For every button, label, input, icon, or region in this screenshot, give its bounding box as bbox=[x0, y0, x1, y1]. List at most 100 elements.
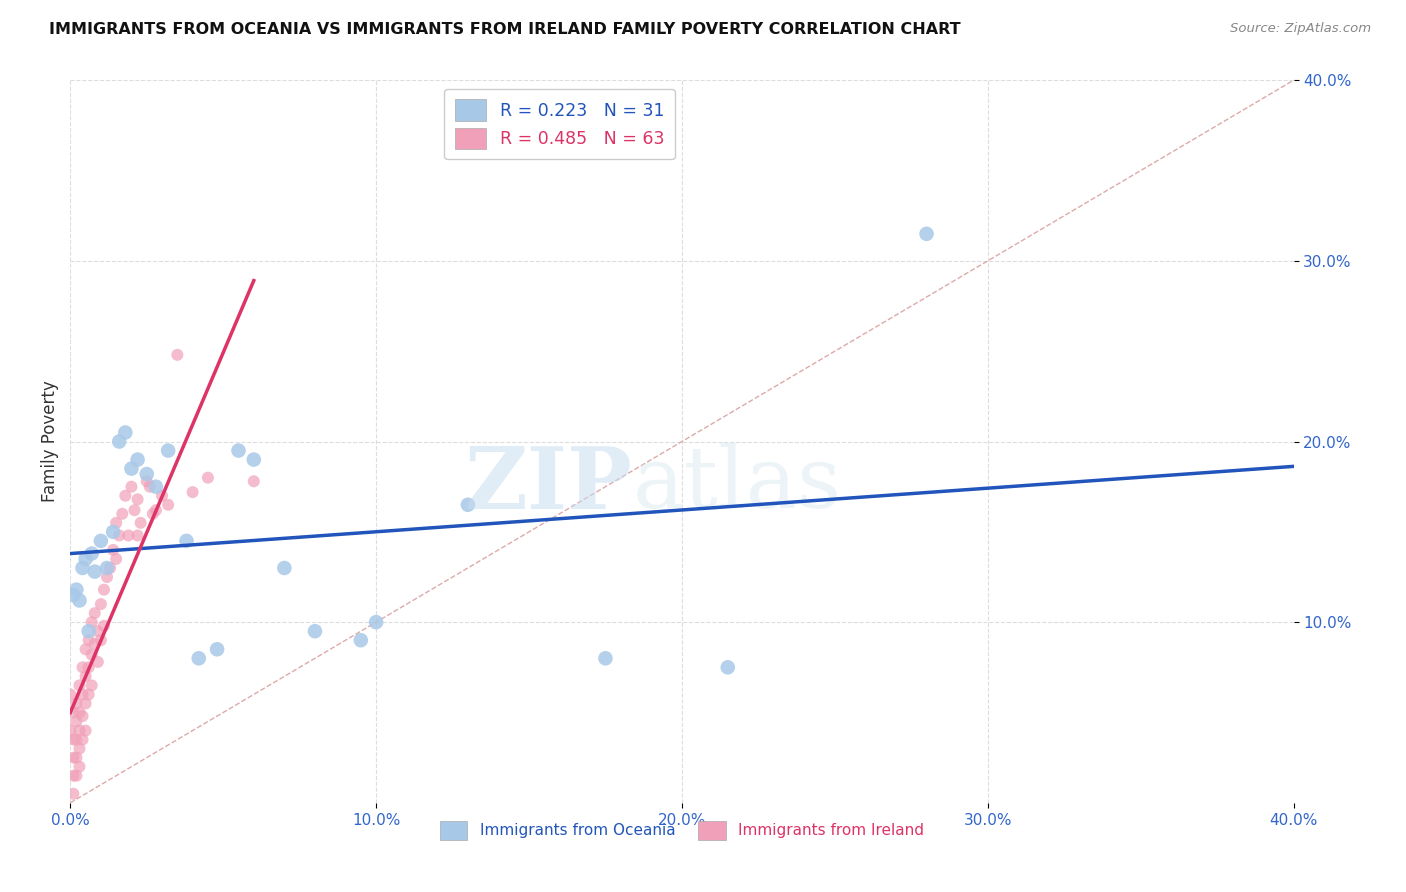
Text: ZIP: ZIP bbox=[465, 443, 633, 527]
Text: Source: ZipAtlas.com: Source: ZipAtlas.com bbox=[1230, 22, 1371, 36]
Point bbox=[62, 706, 84, 720]
Point bbox=[157, 498, 180, 512]
Y-axis label: Family Poverty: Family Poverty bbox=[41, 381, 59, 502]
Point bbox=[69, 760, 91, 774]
Point bbox=[98, 561, 121, 575]
Point bbox=[72, 561, 94, 575]
Point bbox=[717, 660, 740, 674]
Point bbox=[187, 651, 209, 665]
Point bbox=[304, 624, 326, 639]
Point bbox=[176, 533, 198, 548]
Point bbox=[111, 507, 134, 521]
Point bbox=[72, 687, 94, 701]
Point bbox=[62, 787, 84, 801]
Point bbox=[72, 660, 94, 674]
Point bbox=[77, 624, 100, 639]
Point bbox=[65, 582, 87, 597]
Point bbox=[135, 475, 157, 489]
Point bbox=[90, 533, 112, 548]
Point bbox=[166, 348, 188, 362]
Point bbox=[142, 507, 165, 521]
Point bbox=[83, 606, 105, 620]
Point bbox=[77, 660, 100, 674]
Point bbox=[117, 528, 139, 542]
Point bbox=[93, 582, 115, 597]
Point bbox=[105, 516, 128, 530]
Point bbox=[77, 687, 100, 701]
Point bbox=[80, 648, 103, 662]
Point bbox=[96, 561, 118, 575]
Point bbox=[127, 452, 149, 467]
Point bbox=[75, 697, 97, 711]
Point bbox=[105, 552, 128, 566]
Point bbox=[90, 633, 112, 648]
Legend: Immigrants from Oceania, Immigrants from Ireland: Immigrants from Oceania, Immigrants from… bbox=[434, 815, 929, 846]
Point bbox=[108, 434, 131, 449]
Point bbox=[129, 516, 152, 530]
Point bbox=[62, 750, 84, 764]
Point bbox=[127, 528, 149, 542]
Point bbox=[93, 619, 115, 633]
Point bbox=[145, 480, 167, 494]
Point bbox=[77, 633, 100, 648]
Point bbox=[83, 637, 105, 651]
Point bbox=[197, 471, 219, 485]
Point bbox=[150, 489, 173, 503]
Point bbox=[243, 475, 266, 489]
Point bbox=[72, 709, 94, 723]
Point bbox=[87, 624, 110, 639]
Point bbox=[62, 769, 84, 783]
Text: IMMIGRANTS FROM OCEANIA VS IMMIGRANTS FROM IRELAND FAMILY POVERTY CORRELATION CH: IMMIGRANTS FROM OCEANIA VS IMMIGRANTS FR… bbox=[49, 22, 960, 37]
Point bbox=[80, 547, 103, 561]
Point bbox=[135, 467, 157, 481]
Point bbox=[114, 425, 136, 440]
Point bbox=[59, 723, 82, 738]
Point bbox=[350, 633, 373, 648]
Point bbox=[80, 615, 103, 630]
Point bbox=[69, 678, 91, 692]
Text: atlas: atlas bbox=[633, 443, 842, 526]
Point bbox=[75, 669, 97, 683]
Point bbox=[87, 655, 110, 669]
Point bbox=[273, 561, 295, 575]
Point bbox=[366, 615, 388, 630]
Point bbox=[69, 723, 91, 738]
Point bbox=[65, 732, 87, 747]
Point bbox=[157, 443, 180, 458]
Point bbox=[69, 706, 91, 720]
Point bbox=[72, 732, 94, 747]
Point bbox=[205, 642, 228, 657]
Point bbox=[75, 642, 97, 657]
Point bbox=[65, 750, 87, 764]
Point bbox=[114, 489, 136, 503]
Point bbox=[65, 714, 87, 729]
Point bbox=[101, 524, 124, 539]
Point bbox=[101, 542, 124, 557]
Point bbox=[62, 588, 84, 602]
Point bbox=[181, 485, 204, 500]
Point bbox=[65, 697, 87, 711]
Point bbox=[65, 769, 87, 783]
Point bbox=[121, 480, 143, 494]
Point bbox=[59, 687, 82, 701]
Point bbox=[595, 651, 617, 665]
Point bbox=[243, 452, 266, 467]
Point bbox=[80, 678, 103, 692]
Point bbox=[108, 528, 131, 542]
Point bbox=[457, 498, 479, 512]
Point bbox=[915, 227, 938, 241]
Point bbox=[145, 503, 167, 517]
Point bbox=[75, 723, 97, 738]
Point bbox=[96, 570, 118, 584]
Point bbox=[127, 492, 149, 507]
Point bbox=[139, 480, 162, 494]
Point bbox=[69, 741, 91, 756]
Point bbox=[121, 461, 143, 475]
Point bbox=[228, 443, 250, 458]
Point bbox=[124, 503, 146, 517]
Point bbox=[90, 597, 112, 611]
Point bbox=[75, 552, 97, 566]
Point bbox=[69, 593, 91, 607]
Point bbox=[62, 732, 84, 747]
Point bbox=[83, 565, 105, 579]
